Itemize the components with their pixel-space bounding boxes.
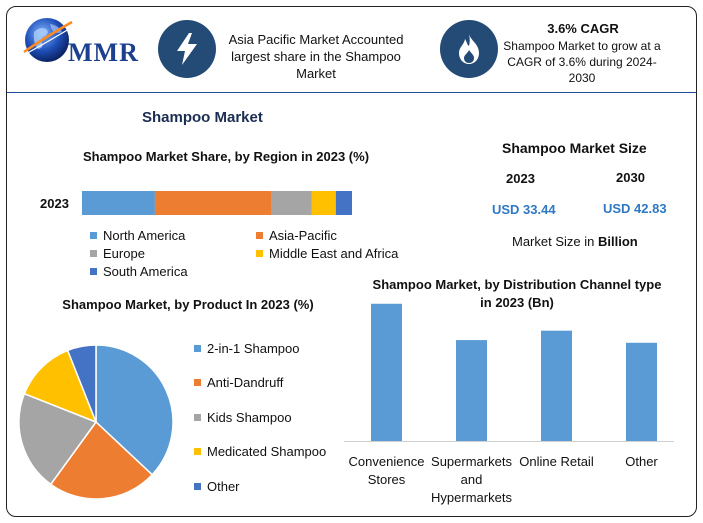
legend-label: Medicated Shampoo [207, 444, 327, 459]
globe-icon [21, 18, 75, 62]
distribution-chart-title: Shampoo Market, by Distribution Channel … [372, 277, 662, 310]
distribution-x-tick-label: Other [594, 453, 690, 471]
product-chart-title: Shampoo Market, by Product In 2023 (%) [62, 297, 314, 312]
legend-swatch [194, 414, 201, 421]
header-divider [7, 92, 696, 93]
tick-label-line: Other [625, 454, 658, 469]
distribution-x-tick-label: Online Retail [509, 453, 605, 471]
page-title: Shampoo Market [142, 109, 263, 126]
legend-swatch [256, 250, 263, 257]
market-size-year-2030: 2030 [616, 170, 645, 185]
market-size-value-2030: USD 42.83 [603, 201, 667, 216]
legend-anti-dandruff: Anti-Dandruff [194, 375, 283, 390]
tick-label-line: Stores [367, 472, 406, 487]
header-icon-badge-2 [440, 20, 498, 78]
legend-swatch [90, 268, 97, 275]
market-size-year-2023: 2023 [506, 171, 535, 186]
brand-logo: MMR [20, 12, 145, 72]
legend-label: 2-in-1 Shampoo [207, 341, 300, 356]
region-bar-segment-middle-east-and-africa [311, 191, 336, 215]
legend-swatch [194, 345, 201, 352]
region-y-tick-label: 2023 [40, 196, 69, 211]
legend-swatch [90, 250, 97, 257]
region-chart-title: Shampoo Market Share, by Region in 2023 … [82, 149, 370, 164]
market-size-unit-note: Market Size in Billion [512, 234, 638, 249]
distribution-bar-other [626, 342, 657, 441]
logo-wordmark: MMR [68, 38, 139, 67]
legend-label: South America [103, 264, 188, 279]
tick-label-line: and [460, 472, 483, 487]
region-stacked-bar-chart [82, 191, 352, 215]
legend-middle-east-africa: Middle East and Africa [256, 246, 398, 261]
legend-swatch [194, 379, 201, 386]
region-bar-segment-south-america [335, 191, 352, 215]
distribution-bar-online-retail [541, 330, 572, 441]
legend-label: Europe [103, 246, 145, 261]
legend-label: Anti-Dandruff [207, 375, 284, 390]
region-bar-segment-europe [271, 191, 312, 215]
legend-label: Kids Shampoo [207, 410, 292, 425]
pie-slice-2-in-1-shampoo [95, 344, 174, 476]
region-bar-segment-asia-pacific [154, 191, 271, 215]
legend-europe: Europe [90, 246, 145, 261]
legend-2-in-1-shampoo: 2-in-1 Shampoo [194, 341, 300, 356]
legend-label: Middle East and Africa [269, 246, 399, 261]
tick-label-line: Supermarkets [431, 454, 512, 469]
legend-kids-shampoo: Kids Shampoo [194, 410, 292, 425]
tick-label-line: Convenience [348, 454, 425, 469]
legend-south-america: South America [90, 264, 188, 279]
pie-slice-other [66, 344, 97, 423]
lightning-icon [177, 33, 197, 65]
region-bar-segment-north-america [82, 191, 155, 215]
distribution-bar-chart [344, 303, 674, 442]
header-text-1: Asia Pacific Market Accounted largest sh… [228, 32, 404, 81]
legend-swatch [90, 232, 97, 239]
distribution-x-tick-label: Convenience Stores [339, 453, 435, 489]
infographic-frame [6, 6, 697, 517]
legend-other: Other [194, 479, 240, 494]
distribution-bar-convenience-stores [371, 303, 402, 441]
legend-swatch [194, 448, 201, 455]
cagr-text: Shampoo Market to grow at a CAGR of 3.6%… [503, 39, 661, 85]
tick-label-line: Hypermarkets [431, 490, 512, 505]
cagr-title: 3.6% CAGR [547, 21, 619, 36]
legend-north-america: North America [90, 228, 185, 243]
distribution-x-tick-label: Supermarkets and Hypermarkets [424, 453, 520, 507]
market-size-title: Shampoo Market Size [502, 140, 647, 156]
distribution-bar-supermarkets-and-hypermarkets [456, 340, 487, 441]
pie-slice-anti-dandruff [49, 420, 154, 500]
pie-slice-kids-shampoo [18, 392, 98, 486]
legend-asia-pacific: Asia-Pacific [256, 228, 337, 243]
legend-swatch [194, 483, 201, 490]
unit-note-prefix: Market Size in [512, 234, 598, 249]
header-icon-badge-1 [158, 20, 216, 78]
legend-label: North America [103, 228, 186, 243]
unit-note-unit: Billion [597, 234, 638, 249]
product-pie-chart [18, 344, 174, 500]
legend-label: Other [207, 479, 240, 494]
market-size-value-2023: USD 33.44 [492, 202, 556, 217]
pie-slice-medicated-shampoo [23, 349, 98, 424]
legend-swatch [256, 232, 263, 239]
tick-label-line: Online Retail [519, 454, 594, 469]
legend-label: Asia-Pacific [269, 228, 337, 243]
legend-medicated-shampoo: Medicated Shampoo [194, 444, 326, 459]
flame-icon [459, 34, 479, 64]
